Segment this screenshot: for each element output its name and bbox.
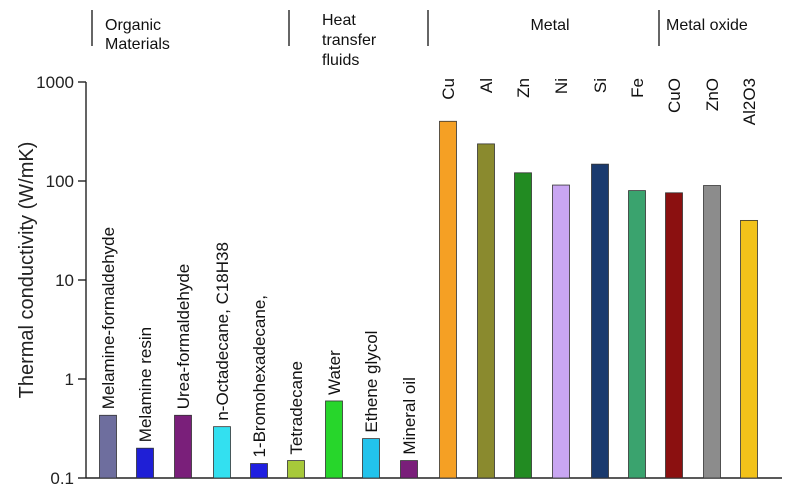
category-label: Urea-formaldehyde <box>174 264 193 410</box>
category-label: Cu <box>439 78 458 100</box>
category-label: Al2O3 <box>740 78 759 125</box>
category-label: 1-Bromohexadecane, <box>250 295 269 458</box>
group-label: Materials <box>105 36 170 53</box>
category-label: Zn <box>514 78 533 98</box>
category-label: Tetradecane <box>287 361 306 455</box>
category-label: Ethene glycol <box>362 331 381 433</box>
bar <box>136 447 154 479</box>
y-tick-label: 1000 <box>36 73 74 92</box>
bar <box>552 184 570 479</box>
group-label: fluids <box>322 52 359 69</box>
group-label: Organic <box>105 17 161 34</box>
bar <box>400 460 418 479</box>
bar <box>514 172 532 479</box>
bar <box>740 219 758 479</box>
y-tick-label: 100 <box>46 172 74 191</box>
y-ticks: 0.1 1 10 100 1000 <box>36 73 86 486</box>
bar <box>477 143 495 479</box>
bar <box>250 463 268 479</box>
category-label: n-Octadecane, C18H38 <box>213 242 232 421</box>
category-label: ZnO <box>703 78 722 111</box>
y-tick-label: 10 <box>55 271 74 290</box>
category-label: Melamine-formaldehyde <box>99 227 118 409</box>
category-label: Fe <box>628 78 647 98</box>
category-labels: Melamine-formaldehyde Melamine resin Urea-… <box>99 78 759 458</box>
bar <box>665 192 683 479</box>
group-label: transfer <box>322 32 377 49</box>
category-label: CuO <box>665 78 684 113</box>
group-label: Metal <box>530 17 569 34</box>
category-label: Al <box>477 78 496 93</box>
bar <box>628 190 646 479</box>
bar <box>174 414 192 479</box>
y-tick-label: 0.1 <box>50 469 74 486</box>
category-label: Mineral oil <box>400 377 419 454</box>
category-label: Melamine resin <box>136 327 155 442</box>
bar <box>287 460 305 479</box>
bar <box>439 120 457 479</box>
bar <box>703 185 721 479</box>
category-label: Water <box>325 350 344 395</box>
category-label: Ni <box>552 78 571 94</box>
category-label: Si <box>591 78 610 93</box>
bar <box>213 426 231 479</box>
y-tick-label: 1 <box>65 370 74 389</box>
bar <box>591 163 609 479</box>
bar <box>362 438 380 479</box>
bar <box>325 400 343 479</box>
group-separators <box>91 10 660 46</box>
group-label: Heat <box>322 12 356 29</box>
y-axis-title: Thermal conductivity (W/mK) <box>16 142 38 399</box>
group-labels: Organic Materials Heat transfer fluids Metal M… <box>105 12 748 69</box>
bar <box>99 414 117 479</box>
group-label: Metal oxide <box>666 17 748 34</box>
bars <box>99 120 758 479</box>
